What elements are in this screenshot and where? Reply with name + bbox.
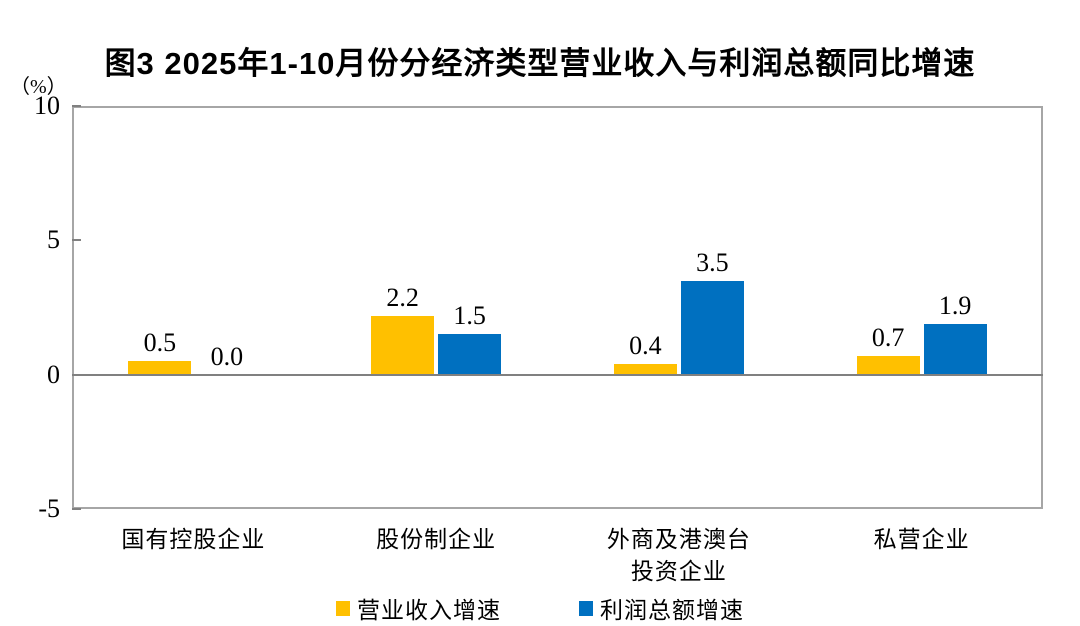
- y-tick-label: 5: [47, 225, 60, 255]
- y-axis-unit-label: （%）: [10, 76, 67, 98]
- legend-label: 利润总额增速: [600, 598, 744, 623]
- y-tick-label: -5: [38, 494, 60, 523]
- legend-label: 营业收入增速: [357, 598, 501, 623]
- value-label: 0.4: [629, 330, 662, 360]
- legend-swatch-icon: [336, 600, 350, 616]
- bar-series0-cat0: [128, 361, 192, 375]
- y-tick-mark: [72, 105, 81, 107]
- category-label: 股份制企业: [376, 527, 497, 552]
- value-label: 1.5: [453, 301, 486, 331]
- value-label: 0.7: [871, 322, 905, 352]
- y-tick-mark: [72, 239, 81, 242]
- plot-area: [72, 106, 1043, 509]
- bar-series1-cat3: [923, 323, 987, 375]
- category-label: 私营企业: [873, 527, 970, 552]
- legend-item-series1: 利润总额增速: [579, 591, 744, 625]
- category-label: 国有控股企业: [121, 527, 266, 552]
- bar-series0-cat3: [856, 355, 920, 375]
- y-tick-mark: [72, 508, 81, 510]
- value-label: 1.9: [938, 290, 972, 320]
- bar-series1-cat1: [438, 334, 502, 375]
- category-label: 外商及港澳台 投资企业: [606, 527, 751, 585]
- value-label: 0.5: [143, 328, 177, 358]
- value-label: 2.2: [386, 282, 419, 312]
- y-tick-label: 10: [34, 91, 60, 120]
- bar-series0-cat1: [371, 315, 435, 375]
- legend-swatch-icon: [579, 600, 593, 616]
- value-label: 0.0: [210, 341, 244, 371]
- zero-axis-line: [72, 373, 1043, 376]
- chart-title: 图3 2025年1-10月份分经济类型营业收入与利润总额同比增速: [104, 46, 976, 81]
- bar-series1-cat2: [680, 280, 744, 375]
- bar-series0-cat2: [613, 363, 677, 375]
- value-label: 3.5: [696, 247, 729, 277]
- legend: 营业收入增速 利润总额增速: [0, 591, 1080, 625]
- legend-item-series0: 营业收入增速: [336, 591, 501, 625]
- y-tick-label: 0: [47, 359, 60, 389]
